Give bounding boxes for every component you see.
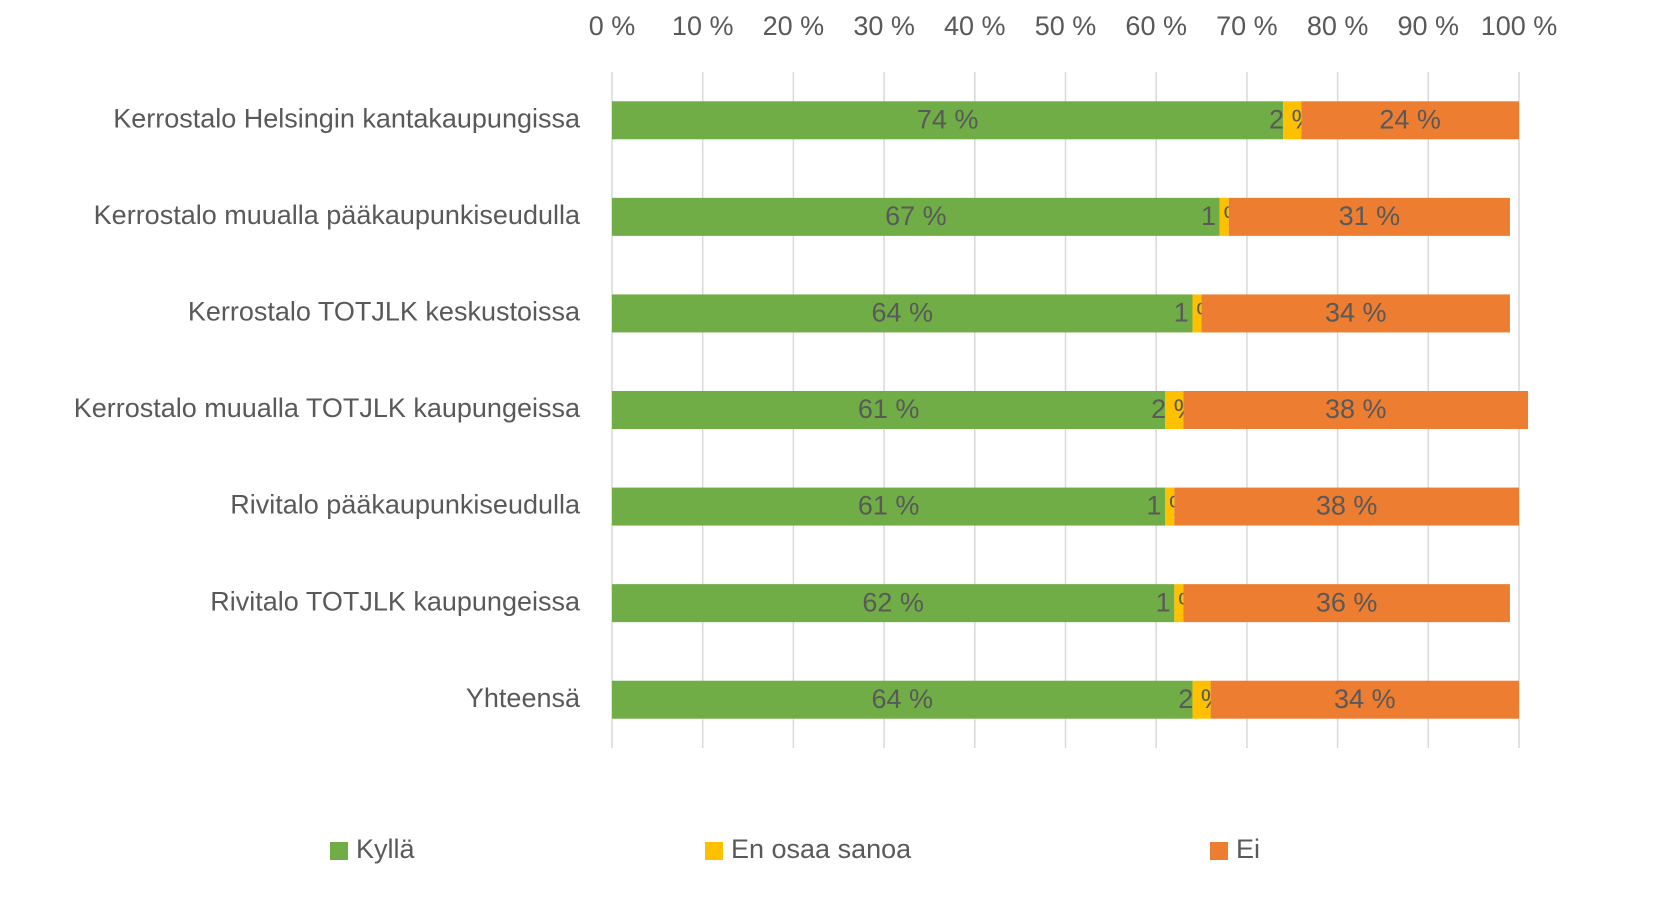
legend-swatch	[705, 842, 723, 860]
data-label: 34 %	[1325, 298, 1387, 328]
data-label: 61 %	[858, 491, 920, 521]
y-tick-label: Kerrostalo TOTJLK keskustoissa	[188, 297, 581, 327]
bar-segment	[1201, 294, 1510, 333]
bar-segment	[1165, 391, 1184, 429]
legend-swatch	[330, 842, 348, 860]
y-tick-label: Kerrostalo muualla TOTJLK kaupungeissa	[74, 393, 581, 423]
bar-segment	[612, 680, 1193, 719]
y-tick-label: Kerrostalo muualla pääkaupunkiseudulla	[94, 200, 581, 230]
data-label: 61 %	[858, 394, 920, 424]
y-tick-label: Yhteensä	[466, 683, 581, 713]
x-tick-label: 50 %	[1035, 11, 1097, 41]
data-label: 36 %	[1316, 587, 1378, 617]
data-label: 31 %	[1339, 201, 1401, 231]
x-tick-label: 30 %	[853, 11, 915, 41]
x-tick-label: 60 %	[1125, 11, 1187, 41]
bar-segment	[1192, 294, 1202, 333]
legend-label: Ei	[1236, 834, 1260, 864]
bar-segment	[612, 197, 1220, 236]
data-label: 34 %	[1334, 684, 1396, 714]
x-tick-label: 80 %	[1307, 11, 1369, 41]
x-tick-label: 70 %	[1216, 11, 1278, 41]
legend-swatch	[1210, 842, 1228, 860]
x-tick-label: 100 %	[1481, 11, 1558, 41]
legend-label: Kyllä	[356, 834, 416, 864]
legend-label: En osaa sanoa	[731, 834, 912, 864]
y-tick-label: Rivitalo TOTJLK kaupungeissa	[210, 586, 581, 616]
bar-segment	[1165, 487, 1175, 526]
data-label: 62 %	[862, 587, 924, 617]
bar-segment	[612, 487, 1166, 526]
y-tick-label: Rivitalo pääkaupunkiseudulla	[230, 490, 581, 520]
bar-segment	[612, 584, 1175, 623]
x-tick-label: 90 %	[1398, 11, 1460, 41]
x-tick-label: 0 %	[589, 11, 636, 41]
data-label: 67 %	[885, 201, 947, 231]
bar-segment	[1174, 487, 1519, 526]
bar-segment	[612, 391, 1166, 429]
bar-segment	[1174, 584, 1184, 623]
data-label: 64 %	[871, 298, 933, 328]
bar-segment	[1283, 101, 1302, 140]
bar-segment	[1183, 391, 1529, 429]
x-tick-label: 20 %	[763, 11, 825, 41]
bar-segment	[1210, 680, 1519, 719]
bar-segment	[612, 101, 1284, 140]
data-label: 38 %	[1325, 394, 1387, 424]
bar-segment	[1228, 197, 1510, 236]
data-label: 24 %	[1379, 104, 1441, 134]
bar-segment	[1219, 197, 1229, 236]
bar-segment	[1183, 584, 1510, 623]
bar-segment	[1192, 680, 1211, 719]
data-label: 64 %	[871, 684, 933, 714]
data-label: 74 %	[917, 104, 979, 134]
x-tick-label: 10 %	[672, 11, 734, 41]
data-label: 38 %	[1316, 491, 1378, 521]
bar-segment	[1301, 101, 1519, 140]
bar-segment	[612, 294, 1193, 333]
x-tick-label: 40 %	[944, 11, 1006, 41]
y-tick-label: Kerrostalo Helsingin kantakaupungissa	[113, 103, 581, 133]
